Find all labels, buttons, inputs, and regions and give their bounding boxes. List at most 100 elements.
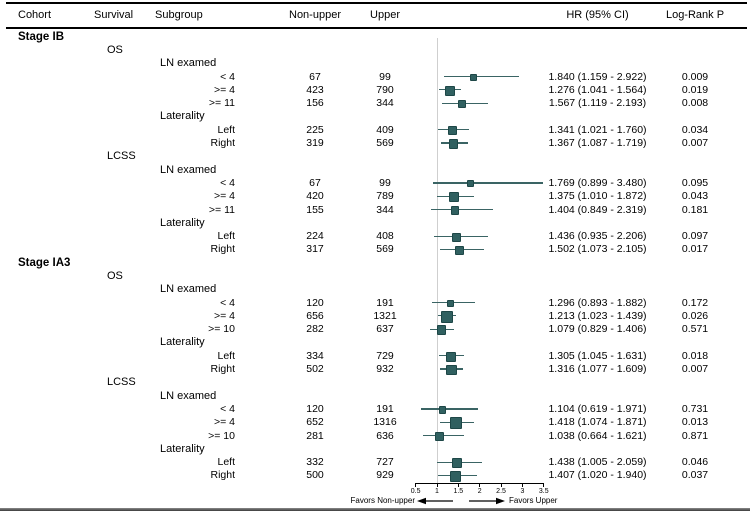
row-cell — [665, 256, 750, 269]
row-cell — [90, 309, 150, 322]
cohort-label: Stage IB — [18, 30, 65, 43]
favors-upper-label: Favors Upper — [509, 496, 558, 505]
header-non-upper: Non-upper — [289, 9, 341, 21]
axis-tick — [457, 483, 459, 487]
table-row: Left 225 409 1.341 (1.021 - 1.760) 0.034 — [0, 123, 750, 136]
hr-marker — [457, 99, 467, 109]
table-row: >= 10 282 637 1.079 (0.829 - 1.406) 0.571 — [0, 323, 750, 336]
row-cell — [550, 216, 665, 229]
row-cell — [270, 43, 360, 56]
row-cell — [360, 442, 410, 455]
row-cell — [360, 57, 410, 70]
table-row: LN examed — [0, 283, 750, 296]
table-row: >= 4 656 1321 1.213 (1.023 - 1.439) 0.026 — [0, 309, 750, 323]
header-subgroup: Subgroup — [155, 9, 203, 21]
row-cell — [90, 136, 150, 149]
hr-ci-value: 1.840 (1.159 - 2.922) — [548, 70, 647, 83]
log-rank-p-value: 0.731 — [681, 402, 709, 415]
log-rank-p-value: 0.097 — [681, 230, 709, 243]
non-upper-count: 282 — [306, 323, 324, 336]
non-upper-count: 500 — [306, 469, 324, 482]
hr-ci-value: 1.341 (1.021 - 1.760) — [548, 123, 647, 136]
non-upper-count: 225 — [306, 123, 324, 136]
row-cell — [270, 57, 360, 70]
subgroup-item-label: < 4 — [220, 176, 235, 189]
row-cell — [550, 336, 665, 349]
log-rank-p-value: 0.017 — [681, 243, 709, 256]
row-cell — [90, 30, 150, 43]
table-row: < 4 120 191 1.104 (0.619 - 1.971) 0.731 — [0, 402, 750, 415]
forest-plot-cell — [410, 416, 550, 430]
subgroup-item-label: >= 10 — [208, 429, 235, 442]
forest-plot-cell — [410, 429, 550, 442]
row-cell — [0, 442, 90, 455]
row-cell — [410, 376, 550, 389]
hr-ci-value: 1.104 (0.619 - 1.971) — [548, 402, 647, 415]
ci-line — [430, 208, 494, 211]
hr-marker — [446, 299, 455, 308]
row-cell — [410, 150, 550, 163]
hr-marker — [449, 417, 462, 430]
log-rank-p-value: 0.037 — [681, 469, 709, 482]
forest-plot-cell — [410, 83, 550, 97]
hr-ci-value: 1.367 (1.087 - 1.719) — [548, 137, 647, 150]
subgroup-item-label: Left — [217, 349, 235, 362]
table-row: LN examed — [0, 389, 750, 402]
non-upper-count: 67 — [309, 70, 321, 83]
row-cell — [0, 309, 90, 322]
row-cell — [90, 229, 150, 242]
table-row: LCSS — [0, 376, 750, 389]
row-cell — [0, 243, 90, 256]
row-cell — [665, 30, 750, 43]
row-cell — [360, 110, 410, 123]
hr-marker — [445, 351, 457, 362]
table-row: >= 4 423 790 1.276 (1.041 - 1.564) 0.019 — [0, 83, 750, 97]
row-cell — [665, 150, 750, 163]
forest-plot-cell — [410, 190, 550, 203]
row-cell — [550, 256, 665, 269]
row-cell — [270, 442, 360, 455]
upper-count: 344 — [376, 203, 394, 216]
row-cell — [550, 389, 665, 402]
row-cell — [90, 243, 150, 256]
upper-count: 569 — [376, 243, 394, 256]
row-cell — [0, 323, 90, 336]
header-log-rank-p: Log-Rank P — [665, 9, 725, 21]
non-upper-count: 317 — [306, 243, 324, 256]
axis-tick — [479, 483, 481, 487]
forest-plot-cell — [410, 456, 550, 469]
hr-ci-value: 1.276 (1.041 - 1.564) — [548, 83, 647, 96]
hr-ci-value: 1.769 (0.899 - 3.480) — [548, 176, 647, 189]
row-cell — [90, 176, 150, 189]
row-cell — [270, 110, 360, 123]
forest-plot-cell — [410, 70, 550, 83]
row-cell — [270, 389, 360, 402]
row-cell — [0, 296, 90, 309]
row-cell — [410, 216, 550, 229]
forest-plot-cell — [410, 296, 550, 309]
row-cell — [0, 83, 90, 96]
upper-count: 191 — [376, 296, 394, 309]
hr-ci-value: 1.316 (1.077 - 1.609) — [548, 363, 647, 376]
non-upper-count: 319 — [306, 137, 324, 150]
row-cell — [0, 376, 90, 389]
table-row: LCSS — [0, 150, 750, 163]
row-cell — [0, 123, 90, 136]
axis-tick-label: 1 — [435, 488, 439, 495]
row-cell — [90, 216, 150, 229]
row-cell — [90, 389, 150, 402]
table-row: >= 4 420 789 1.375 (1.010 - 1.872) 0.043 — [0, 190, 750, 203]
table-row: < 4 67 99 1.769 (0.899 - 3.480) 0.095 — [0, 176, 750, 189]
row-cell — [360, 216, 410, 229]
table-row: >= 11 155 344 1.404 (0.849 - 2.319) 0.181 — [0, 203, 750, 216]
hr-marker — [436, 325, 447, 336]
row-cell — [0, 190, 90, 203]
hr-ci-value: 1.038 (0.664 - 1.621) — [548, 429, 647, 442]
header-rule — [6, 27, 747, 30]
subgroup-item-label: Right — [210, 243, 235, 256]
row-cell — [90, 362, 150, 375]
axis-tick — [415, 483, 417, 487]
hr-ci-value: 1.407 (1.020 - 1.940) — [548, 469, 647, 482]
hr-ci-value: 1.213 (1.023 - 1.439) — [548, 309, 647, 322]
